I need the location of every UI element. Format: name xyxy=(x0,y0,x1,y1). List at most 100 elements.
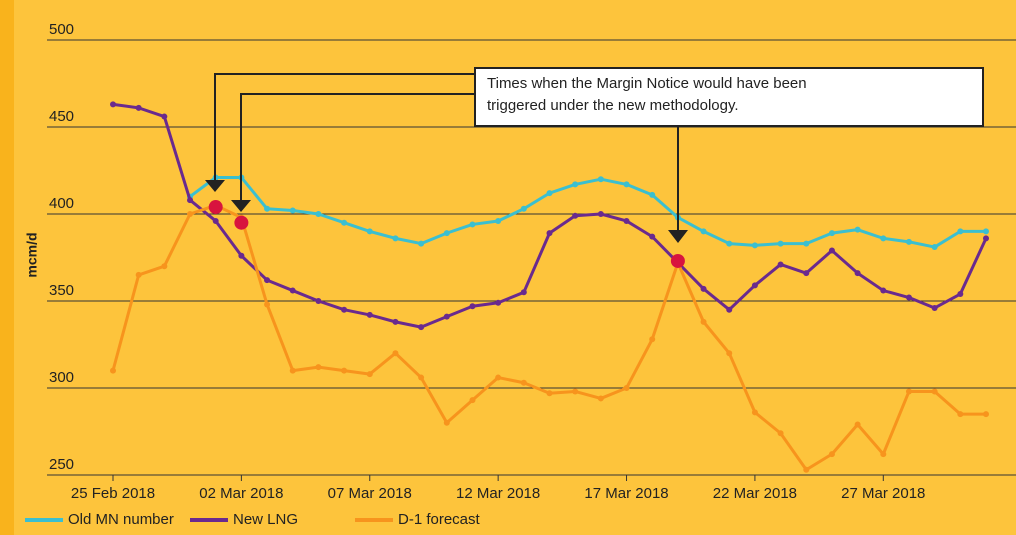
data-point xyxy=(726,350,733,357)
data-point xyxy=(366,311,373,318)
x-tick-label: 22 Mar 2018 xyxy=(713,485,797,502)
data-point xyxy=(700,285,707,292)
arrow xyxy=(214,73,475,182)
data-point xyxy=(418,324,425,331)
data-point xyxy=(828,230,835,237)
data-point xyxy=(905,238,912,245)
data-point xyxy=(572,388,579,395)
data-point xyxy=(572,212,579,219)
data-point xyxy=(546,190,553,197)
data-point xyxy=(597,176,604,183)
annotation-text: Times when the Margin Notice would have … xyxy=(487,75,807,92)
data-point xyxy=(649,191,656,198)
data-point xyxy=(341,367,348,374)
data-point xyxy=(443,230,450,237)
data-point xyxy=(957,291,964,298)
data-point xyxy=(751,409,758,416)
data-point xyxy=(341,306,348,313)
data-point xyxy=(931,304,938,311)
data-point xyxy=(751,282,758,289)
y-tick-label: 500 xyxy=(49,21,74,38)
data-point xyxy=(854,421,861,428)
data-point xyxy=(495,217,502,224)
data-point xyxy=(726,240,733,247)
data-point xyxy=(443,313,450,320)
data-point xyxy=(238,252,245,259)
data-point xyxy=(469,303,476,310)
annotation-text: triggered under the new methodology. xyxy=(487,97,739,114)
data-point xyxy=(751,242,758,249)
data-point xyxy=(135,271,142,278)
data-point xyxy=(161,113,168,120)
x-tick-label: 27 Mar 2018 xyxy=(841,485,925,502)
x-tick-label: 17 Mar 2018 xyxy=(584,485,668,502)
data-point xyxy=(854,270,861,277)
data-point xyxy=(983,411,989,418)
data-point xyxy=(597,395,604,402)
data-point xyxy=(469,397,476,404)
data-point xyxy=(880,235,887,242)
data-point xyxy=(443,419,450,426)
data-point xyxy=(931,244,938,251)
trigger-marker xyxy=(234,215,249,230)
data-point xyxy=(135,104,142,111)
data-point xyxy=(520,289,527,296)
data-point xyxy=(777,240,784,247)
data-point xyxy=(623,217,630,224)
data-point xyxy=(110,367,116,374)
data-point xyxy=(366,228,373,235)
data-point xyxy=(880,451,887,458)
data-point xyxy=(289,207,296,214)
data-point xyxy=(264,277,271,284)
data-point xyxy=(572,181,579,188)
arrowhead xyxy=(668,230,688,243)
arrow xyxy=(240,93,475,202)
data-point xyxy=(777,261,784,268)
annotation: Times when the Margin Notice would have … xyxy=(205,67,984,243)
arrowhead xyxy=(231,200,251,212)
x-tick-label: 07 Mar 2018 xyxy=(328,485,412,502)
data-point xyxy=(289,287,296,294)
x-tick-label: 12 Mar 2018 xyxy=(456,485,540,502)
data-point xyxy=(649,336,656,343)
data-point xyxy=(315,364,322,371)
data-point xyxy=(803,466,810,473)
x-tick-label: 25 Feb 2018 xyxy=(71,485,155,502)
data-point xyxy=(700,318,707,325)
data-point xyxy=(520,205,527,212)
data-point xyxy=(983,228,989,235)
data-point xyxy=(649,233,656,240)
legend-label: Old MN number xyxy=(68,511,174,528)
data-point xyxy=(264,301,271,308)
data-point xyxy=(392,350,399,357)
data-point xyxy=(212,217,219,224)
data-point xyxy=(469,221,476,228)
data-point xyxy=(957,411,964,418)
y-tick-label: 450 xyxy=(49,108,74,125)
data-point xyxy=(957,228,964,235)
data-point xyxy=(623,385,630,391)
data-point xyxy=(905,294,912,301)
legend-label: D-1 forecast xyxy=(398,511,481,528)
y-tick-label: 400 xyxy=(49,195,74,212)
data-point xyxy=(187,197,194,204)
data-point xyxy=(854,226,861,233)
data-point xyxy=(418,240,425,247)
data-point xyxy=(931,388,938,395)
series-line xyxy=(189,175,986,249)
data-point xyxy=(161,263,168,270)
data-point xyxy=(546,230,553,237)
data-point xyxy=(828,451,835,458)
data-point xyxy=(803,240,810,247)
data-point xyxy=(418,374,425,381)
data-point xyxy=(289,367,296,374)
data-point xyxy=(392,235,399,242)
trigger-marker xyxy=(208,200,223,215)
data-point xyxy=(495,299,502,306)
data-point xyxy=(546,390,553,397)
data-point xyxy=(366,371,373,378)
data-point xyxy=(187,211,194,217)
data-point xyxy=(726,306,733,313)
data-point xyxy=(828,247,835,254)
